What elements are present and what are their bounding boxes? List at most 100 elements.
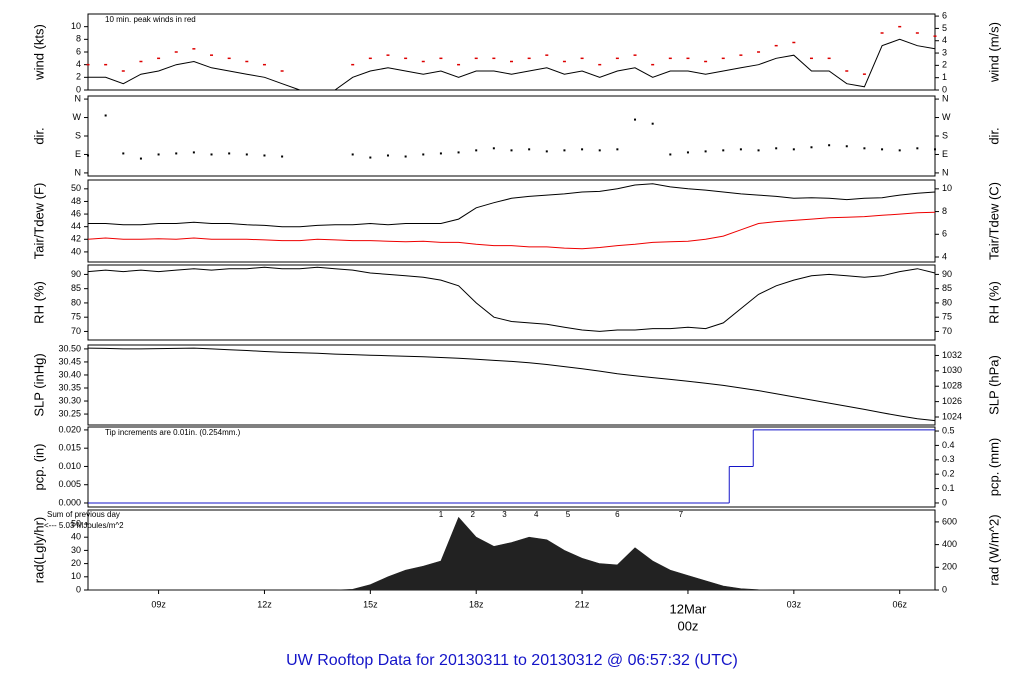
point — [722, 149, 725, 152]
y-axis-label: SLP (inHg) — [31, 353, 46, 416]
x-tick-label: 12z — [257, 599, 272, 609]
point — [881, 148, 884, 151]
point — [739, 148, 742, 151]
y-tick-label: 4 — [76, 59, 81, 69]
y-tick-label: 0.010 — [58, 461, 81, 471]
side-note: Sum of previous day — [47, 510, 120, 519]
y-tick-label: 30.45 — [58, 356, 81, 366]
y-tick-label: 0 — [76, 84, 81, 94]
panel-frame — [87, 13, 936, 91]
y-tick-label: 30.30 — [58, 395, 81, 405]
point — [192, 151, 195, 154]
y-tick-label: 44 — [71, 221, 81, 231]
y2-tick-label: 8 — [942, 206, 947, 216]
y2-tick-label: N — [942, 167, 949, 177]
y2-tick-label: 75 — [942, 312, 952, 322]
point — [492, 147, 495, 150]
y-tick-label: 0.005 — [58, 479, 81, 489]
y-tick-label: 8 — [76, 34, 81, 44]
point — [634, 118, 637, 121]
y-axis-label: Tair/Tdew (F) — [31, 183, 46, 260]
y2-tick-label: 1030 — [942, 365, 962, 375]
point — [581, 148, 584, 151]
line — [87, 211, 936, 250]
y-tick-label: E — [75, 149, 81, 159]
y-tick-label: 0 — [76, 584, 81, 594]
y2-tick-label: 1 — [942, 72, 947, 82]
point — [245, 153, 248, 156]
line — [87, 347, 936, 422]
y-tick-label: 40 — [71, 246, 81, 256]
y2-tick-label: 1024 — [942, 411, 962, 421]
y-axis-label: rad(Lgly/hr) — [31, 517, 46, 583]
y2-tick-label: 0.4 — [942, 440, 955, 450]
y2-tick-label: E — [942, 149, 948, 159]
point — [898, 149, 901, 152]
annotation: 10 min. peak winds in red — [105, 15, 196, 24]
line — [88, 38, 936, 91]
x-tick-label: 18z — [469, 599, 484, 609]
y-tick-label: 30 — [71, 545, 81, 555]
point — [863, 147, 866, 150]
y-tick-label: 90 — [71, 269, 81, 279]
x-tick-label: 21z — [575, 599, 590, 609]
y2-tick-label: 0 — [942, 497, 947, 507]
point — [139, 157, 142, 160]
hour-marker: 5 — [566, 510, 571, 519]
panel-frame — [87, 426, 936, 508]
point — [228, 152, 231, 155]
y2-tick-label: 0 — [942, 584, 947, 594]
point — [704, 150, 707, 153]
x-tick-label: 15z — [363, 599, 378, 609]
y-tick-label: 40 — [71, 532, 81, 542]
y2-tick-label: 0.3 — [942, 454, 955, 464]
y-tick-label: 6 — [76, 46, 81, 56]
y2-tick-label: 80 — [942, 297, 952, 307]
point — [545, 150, 548, 153]
hour-marker: 1 — [439, 510, 444, 519]
y2-axis-label: SLP (hPa) — [986, 355, 1001, 415]
point — [686, 151, 689, 154]
y2-axis-label: rad (W/m^2) — [986, 514, 1001, 585]
y-axis-label: dir. — [31, 127, 46, 144]
point — [175, 152, 178, 155]
point — [792, 148, 795, 151]
side-note: <--- 5.03 MJoules/m^2 — [44, 521, 124, 530]
y-tick-label: 2 — [76, 72, 81, 82]
y2-axis-label: Tair/Tdew (C) — [986, 182, 1001, 260]
y2-tick-label: 10 — [942, 183, 952, 193]
y-tick-label: W — [73, 112, 82, 122]
y2-tick-label: 1026 — [942, 396, 962, 406]
y2-axis-label: wind (m/s) — [986, 22, 1001, 83]
point — [369, 156, 372, 159]
y2-axis-label: dir. — [986, 127, 1001, 144]
y2-tick-label: 90 — [942, 269, 952, 279]
chart-title: UW Rooftop Data for 20130311 to 20130312… — [286, 652, 738, 669]
point — [845, 145, 848, 148]
y-tick-label: 30.25 — [58, 408, 81, 418]
y2-tick-label: 6 — [942, 10, 947, 20]
y2-tick-label: 0.2 — [942, 469, 955, 479]
point — [916, 147, 919, 150]
line — [87, 266, 936, 332]
point — [210, 153, 213, 156]
hour-marker: 4 — [534, 510, 539, 519]
y2-tick-label: 200 — [942, 562, 957, 572]
point — [351, 153, 354, 156]
y2-tick-label: 400 — [942, 539, 957, 549]
panel-frame — [87, 179, 936, 263]
y2-tick-label: 1028 — [942, 381, 962, 391]
y-tick-label: N — [75, 93, 82, 103]
annotation: Tip increments are 0.01in. (0.254mm.) — [105, 428, 241, 437]
point — [828, 144, 831, 147]
y-tick-label: 10 — [71, 571, 81, 581]
y-tick-label: 10 — [71, 21, 81, 31]
y2-tick-label: 0.1 — [942, 483, 955, 493]
panel-frame — [87, 344, 936, 426]
y-tick-label: 50 — [71, 518, 81, 528]
point — [439, 152, 442, 155]
area — [88, 516, 935, 591]
y-tick-label: S — [75, 130, 81, 140]
point — [651, 122, 654, 125]
